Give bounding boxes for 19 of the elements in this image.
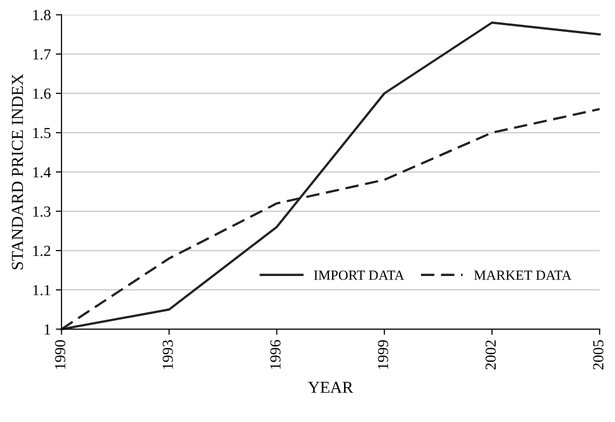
- y-tick-label: 1: [44, 324, 50, 334]
- y-tick-label: 1.3: [33, 206, 50, 217]
- legend-label: MARKET DATA: [474, 270, 572, 280]
- y-tick-label: 1.1: [33, 285, 50, 296]
- legend-label: IMPORT DATA: [314, 270, 404, 280]
- y-tick-label: 1.8: [33, 10, 50, 20]
- y-tick-label: 1.2: [33, 246, 50, 256]
- x-axis-title: YEAR: [308, 382, 354, 393]
- y-axis-title: STANDARD PRICE INDEX: [12, 74, 24, 270]
- y-tick-label: 1.5: [33, 128, 50, 138]
- x-tick-label: 2002: [486, 340, 496, 370]
- x-tick-label: 1990: [55, 340, 66, 369]
- y-tick-label: 1.6: [33, 88, 51, 99]
- x-tick-label: 2005: [593, 340, 604, 370]
- y-tick-label: 1.4: [33, 167, 51, 178]
- x-tick-label: 1993: [162, 340, 173, 369]
- x-tick-label: 1996: [270, 340, 281, 369]
- x-tick-label: 1999: [378, 340, 388, 369]
- y-tick-label: 1.7: [33, 49, 51, 60]
